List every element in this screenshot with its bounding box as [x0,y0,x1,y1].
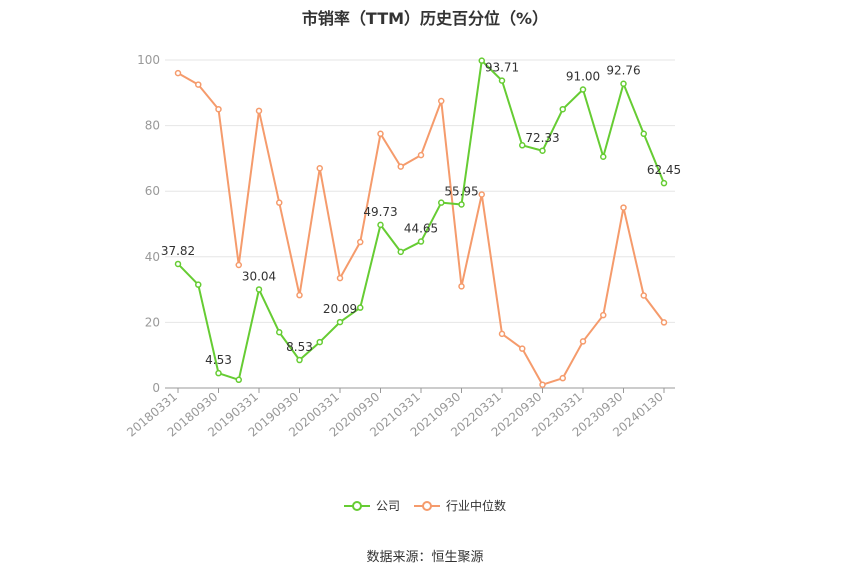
data-label: 30.04 [242,269,276,283]
y-tick-label: 80 [145,119,160,133]
data-point [174,260,182,268]
data-point [195,81,202,88]
data-label: 72.33 [525,131,559,145]
data-point [255,107,263,115]
data-point [357,304,364,311]
legend: 公司 行业中位数 [0,497,850,514]
y-tick-label: 60 [145,184,160,198]
data-label: 8.53 [286,340,313,354]
data-label: 44.65 [404,222,438,236]
data-label: 37.82 [161,244,195,258]
data-label: 93.71 [485,61,519,75]
data-point [660,319,668,326]
data-point [417,238,425,245]
data-label: 91.00 [566,70,600,84]
data-point [397,163,404,170]
chart-title: 市销率（TTM）历史百分位（%） [301,9,549,28]
data-point [417,151,425,159]
data-point [438,97,445,105]
data-label: 49.73 [363,205,397,219]
data-point [255,286,263,293]
data-point [498,77,506,84]
data-point [215,105,222,113]
data-point [559,105,566,113]
data-point [397,248,404,256]
y-tick-label: 20 [145,315,160,329]
data-point [296,291,303,299]
data-point [519,142,526,149]
data-label: 92.76 [606,64,640,78]
data-point [235,261,242,269]
legend-label-industry: 行业中位数 [446,499,507,513]
data-point [519,345,526,352]
data-point [316,338,323,346]
data-point [579,338,587,345]
data-point [316,164,323,172]
data-point [296,356,303,364]
data-point [377,221,384,229]
data-point [458,283,465,290]
data-point [579,86,587,93]
data-label: 4.53 [205,353,232,367]
data-point [478,191,485,198]
data-label: 62.45 [647,163,681,177]
data-point [357,238,364,246]
data-point [600,311,607,319]
data-point [600,153,607,161]
data-point [620,204,627,211]
y-tick-label: 100 [137,53,160,67]
legend-swatch-company [343,500,370,512]
data-point [276,328,283,336]
data-point [640,130,647,138]
data-point [276,199,283,206]
data-point [215,369,222,377]
data-point [195,281,202,288]
data-point [660,179,668,187]
data-point [174,69,182,77]
data-label: 55.95 [444,184,478,198]
data-point [498,330,506,338]
legend-item-company[interactable]: 公司 [343,497,400,514]
legend-item-industry[interactable]: 行业中位数 [414,497,506,514]
data-point [235,376,242,384]
data-point [377,130,384,138]
data-point [438,199,445,206]
data-point [640,292,647,299]
data-label: 20.09 [323,302,357,316]
data-point [539,147,546,155]
data-source: 数据来源：恒生聚源 [366,550,484,565]
data-point [336,318,344,326]
legend-swatch-industry [414,500,440,512]
data-point [478,57,485,64]
data-point [620,80,627,87]
line-chart: 0204060801002018033120180930201903312019… [124,53,681,440]
data-point [539,381,546,388]
y-tick-label: 40 [145,250,160,264]
legend-label-company: 公司 [375,499,400,513]
data-point [458,201,465,208]
y-tick-label: 0 [152,381,160,395]
data-point [559,374,566,382]
data-point [336,274,344,282]
